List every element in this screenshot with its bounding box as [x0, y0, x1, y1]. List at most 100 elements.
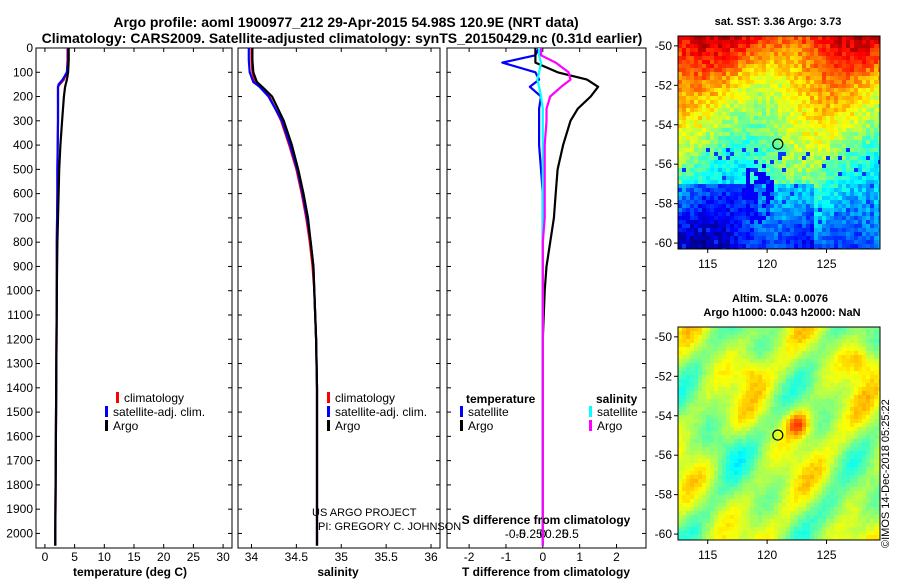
map-cell [698, 152, 703, 157]
map-cell [842, 60, 847, 65]
map-cell [778, 331, 783, 336]
map-cell [822, 128, 827, 133]
map-cell [770, 84, 775, 89]
map-cell [714, 228, 719, 233]
map-cell [838, 355, 843, 360]
map-cell [750, 443, 755, 448]
map-cell [794, 64, 799, 69]
map-cell [822, 395, 827, 400]
map-cell [750, 427, 755, 432]
map-cell [838, 471, 843, 476]
map-cell [842, 423, 847, 428]
map-cell [854, 411, 859, 416]
map-cell [778, 367, 783, 372]
map-cell [758, 463, 763, 468]
map-cell [706, 339, 711, 344]
map-cell [758, 40, 763, 45]
map-cell [774, 331, 779, 336]
map-cell [854, 64, 859, 69]
map-cell [806, 224, 811, 229]
map-cell [790, 387, 795, 392]
map-cell [866, 180, 871, 185]
map-cell [782, 435, 787, 440]
map-cell [766, 212, 771, 217]
map-cell [706, 224, 711, 229]
map-cell [770, 156, 775, 161]
map-cell [870, 152, 875, 157]
map-cell [850, 80, 855, 85]
map-cell [722, 355, 727, 360]
map-cell [762, 140, 767, 145]
map-cell [766, 439, 771, 444]
map-cell [790, 180, 795, 185]
map-cell [830, 244, 835, 249]
map-cell [782, 76, 787, 81]
map-cell [842, 455, 847, 460]
map-cell [694, 152, 699, 157]
map-cell [738, 399, 743, 404]
map-cell [742, 375, 747, 380]
map-cell [746, 367, 751, 372]
map-cell [858, 423, 863, 428]
map-cell [862, 200, 867, 205]
map-cell [726, 451, 731, 456]
map-cell [694, 184, 699, 189]
map-cell [794, 431, 799, 436]
map-cell [710, 188, 715, 193]
map-cell [706, 407, 711, 412]
map-cell [778, 84, 783, 89]
map-cell [826, 419, 831, 424]
map-cell [682, 72, 687, 77]
map-cell [838, 104, 843, 109]
map-cell [754, 148, 759, 153]
map-cell [798, 44, 803, 49]
map-cell [750, 419, 755, 424]
map-cell [806, 104, 811, 109]
map-cell [854, 371, 859, 376]
map-cell [874, 435, 879, 440]
map-cell [738, 240, 743, 245]
map-cell [858, 100, 863, 105]
map-cell [798, 236, 803, 241]
map-cell [730, 387, 735, 392]
map-cell [770, 411, 775, 416]
map-cell [858, 375, 863, 380]
map-cell [770, 475, 775, 480]
map-cell [846, 140, 851, 145]
map-cell [786, 451, 791, 456]
map-cell [874, 427, 879, 432]
map-cell [826, 359, 831, 364]
map-cell [686, 124, 691, 129]
map-cell [794, 367, 799, 372]
map-cell [838, 236, 843, 241]
map-cell [742, 379, 747, 384]
map-cell [678, 68, 683, 73]
map-cell [710, 236, 715, 241]
map-cell [802, 439, 807, 444]
map-cell [730, 391, 735, 396]
map-cell [698, 439, 703, 444]
map-cell [842, 112, 847, 117]
map-cell [802, 407, 807, 412]
map-cell [842, 220, 847, 225]
map-cell [730, 152, 735, 157]
map-cell [746, 148, 751, 153]
map-cell [814, 391, 819, 396]
map-cell [878, 463, 880, 468]
map-cell [778, 403, 783, 408]
map-cell [854, 180, 859, 185]
map-cell [842, 435, 847, 440]
map-cell [710, 176, 715, 181]
map-cell [842, 136, 847, 141]
map-cell [762, 172, 767, 177]
map-cell [750, 347, 755, 352]
map-cell [738, 48, 743, 53]
map-cell [754, 56, 759, 61]
map-cell [742, 403, 747, 408]
map-cell [870, 439, 875, 444]
map-cell [790, 80, 795, 85]
map-cell [874, 108, 879, 113]
map-cell [738, 383, 743, 388]
map-cell [870, 40, 875, 45]
map-cell [842, 427, 847, 432]
